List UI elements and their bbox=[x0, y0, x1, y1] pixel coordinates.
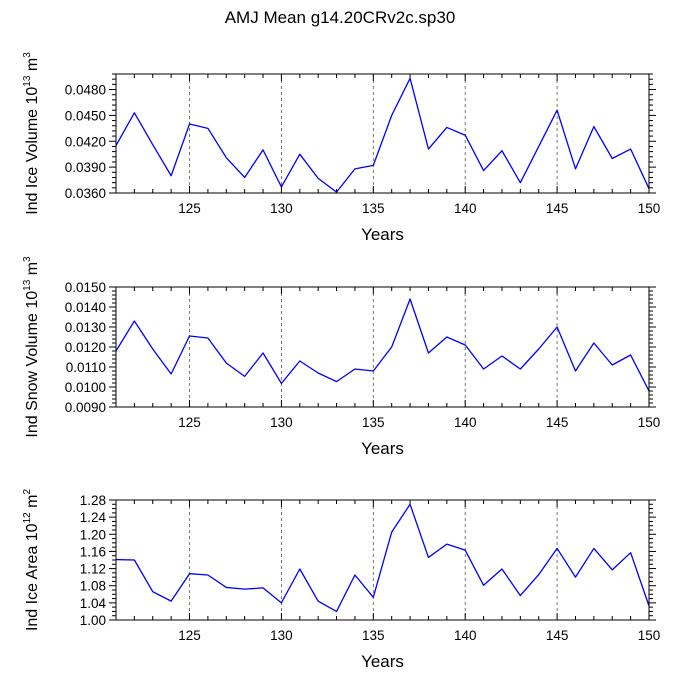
y-axis-label-part-0: Ind Snow Volume 10 bbox=[24, 291, 41, 438]
y-tick-label-3: 1.12 bbox=[80, 562, 106, 577]
y-axis-label-part-0: Ind Ice Area 10 bbox=[24, 523, 41, 631]
x-tick-label-150: 150 bbox=[638, 628, 661, 643]
panels: 125 130 135 140 145 150 0.0360 0.0390 0.0420 0.04… bbox=[22, 52, 660, 671]
y-axis-label: Ind Snow Volume 1013 m3 bbox=[22, 256, 41, 438]
y-tick-label-1: 0.0390 bbox=[65, 160, 106, 175]
x-tick-label-145: 145 bbox=[546, 201, 569, 216]
y-axis-label-part-0: Ind Ice Volume 10 bbox=[24, 87, 41, 215]
y-tick-label-0: 0.0360 bbox=[65, 186, 106, 201]
y-tick-label-3: 0.0120 bbox=[65, 340, 106, 355]
x-tick-label-125: 125 bbox=[178, 628, 201, 643]
y-axis-label-part-3: 2 bbox=[22, 489, 33, 495]
y-axis-label: Ind Ice Volume 1013 m3 bbox=[22, 52, 41, 215]
x-tick-label-125: 125 bbox=[178, 201, 201, 216]
y-tick-label-7: 1.28 bbox=[80, 493, 106, 508]
y-axis-label-part-2: m bbox=[24, 58, 41, 76]
x-tick-label-145: 145 bbox=[546, 628, 569, 643]
y-tick-label-1: 1.04 bbox=[80, 596, 107, 611]
panel-2: 125 130 135 140 145 150 0.0090 0.0100 0.0110 0.01… bbox=[22, 256, 660, 458]
series-line bbox=[115, 77, 650, 193]
x-tick-label-130: 130 bbox=[270, 415, 293, 430]
y-axis-label: Ind Ice Area 1012 m2 bbox=[22, 489, 41, 632]
series-line bbox=[115, 298, 650, 392]
y-axis-label-part-3: 3 bbox=[22, 52, 33, 58]
y-tick-label-5: 0.0140 bbox=[65, 300, 106, 315]
x-tick-label-150: 150 bbox=[638, 415, 661, 430]
y-axis-label-part-1: 13 bbox=[22, 279, 33, 291]
y-axis-label-part-1: 13 bbox=[22, 75, 33, 87]
chart-title: AMJ Mean g14.20CRv2c.sp30 bbox=[225, 8, 456, 27]
y-tick-label-6: 0.0150 bbox=[65, 280, 106, 295]
y-axis-label-part-1: 12 bbox=[22, 512, 33, 524]
y-tick-label-6: 1.24 bbox=[80, 510, 107, 525]
plot-frame bbox=[115, 73, 650, 194]
x-tick-label-130: 130 bbox=[270, 628, 293, 643]
plot-frame bbox=[115, 499, 650, 621]
y-axis-label-part-3: 3 bbox=[22, 256, 33, 262]
y-tick-label-0: 0.0090 bbox=[65, 400, 106, 415]
x-tick-label-150: 150 bbox=[638, 201, 661, 216]
x-axis-label: Years bbox=[361, 652, 404, 671]
x-tick-label-135: 135 bbox=[362, 628, 385, 643]
x-tick-label-135: 135 bbox=[362, 201, 385, 216]
x-axis-label: Years bbox=[361, 439, 404, 458]
y-tick-label-2: 0.0420 bbox=[65, 134, 106, 149]
series-line bbox=[115, 503, 650, 613]
y-tick-label-4: 1.16 bbox=[80, 544, 106, 559]
x-tick-label-140: 140 bbox=[454, 628, 477, 643]
panel-1: 125 130 135 140 145 150 0.0360 0.0390 0.0420 0.04… bbox=[22, 52, 660, 244]
y-tick-label-4: 0.0130 bbox=[65, 320, 106, 335]
y-tick-label-5: 1.20 bbox=[80, 527, 106, 542]
x-tick-label-140: 140 bbox=[454, 201, 477, 216]
x-tick-label-130: 130 bbox=[270, 201, 293, 216]
y-axis-label-part-2: m bbox=[24, 262, 41, 280]
x-tick-label-140: 140 bbox=[454, 415, 477, 430]
x-axis-label: Years bbox=[361, 225, 404, 244]
y-tick-label-2: 0.0110 bbox=[66, 360, 106, 375]
x-tick-label-125: 125 bbox=[178, 415, 201, 430]
y-tick-label-3: 0.0450 bbox=[65, 108, 106, 123]
y-tick-label-1: 0.0100 bbox=[65, 380, 106, 395]
x-tick-label-135: 135 bbox=[362, 415, 385, 430]
plot-frame bbox=[115, 286, 650, 408]
x-tick-label-145: 145 bbox=[546, 415, 569, 430]
y-tick-label-4: 0.0480 bbox=[65, 83, 106, 98]
panel-3: 125 130 135 140 145 150 1.00 1.04 1.08 1.12 1.16 1.… bbox=[22, 489, 660, 671]
y-axis-label-part-2: m bbox=[24, 495, 41, 513]
y-tick-label-0: 1.00 bbox=[80, 613, 106, 628]
y-tick-label-2: 1.08 bbox=[80, 579, 106, 594]
